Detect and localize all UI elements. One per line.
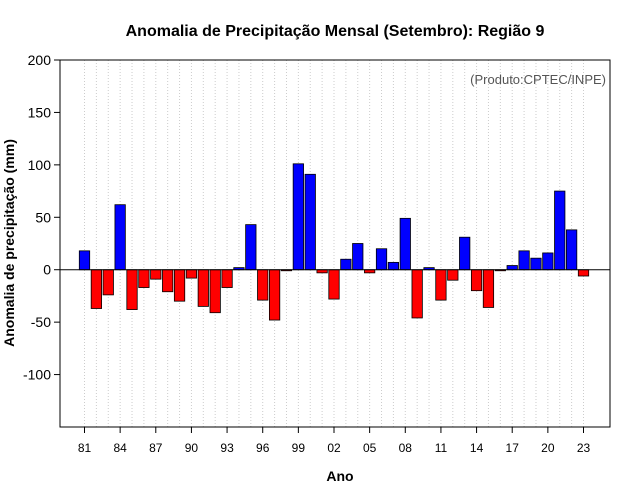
bar-90 [185, 269, 198, 279]
bar-09 [411, 269, 423, 319]
bar-85 [126, 269, 138, 310]
bar-86 [138, 269, 150, 288]
y-tick-label: 150 [28, 104, 52, 120]
bar-11 [435, 269, 447, 301]
y-tick-label: 50 [35, 209, 51, 225]
x-tick-label: 02 [327, 441, 341, 455]
bar-04 [352, 243, 364, 271]
bar-03 [340, 258, 352, 271]
bar-08 [399, 217, 411, 271]
x-tick-label: 93 [220, 441, 234, 455]
bar-layer [78, 163, 590, 321]
bar-22 [566, 229, 578, 271]
bar-95 [245, 224, 257, 271]
bar-92 [209, 269, 221, 314]
bar-19 [530, 257, 542, 271]
grid-layer [84, 60, 584, 427]
bar-93 [221, 269, 233, 288]
bar-17 [506, 265, 518, 271]
bar-20 [542, 252, 554, 271]
x-tick-label: 99 [292, 441, 306, 455]
x-tick-label: 90 [185, 441, 199, 455]
x-tick-label: 14 [470, 441, 484, 455]
bar-21 [554, 190, 566, 271]
bar-06 [375, 248, 388, 271]
bar-81 [78, 250, 91, 271]
y-axis-label: Anomalia de precipitação (mm) [1, 139, 17, 347]
x-tick-label: 96 [256, 441, 270, 455]
bar-91 [197, 269, 209, 307]
bar-14 [470, 269, 483, 292]
x-axis-label: Ano [326, 468, 353, 484]
y-tick-label: 0 [43, 262, 51, 278]
x-tick-label: 87 [149, 441, 163, 455]
bar-83 [102, 269, 114, 296]
y-tick-label: -100 [23, 367, 51, 383]
source-note: (Produto:CPTEC/INPE) [470, 72, 606, 87]
x-tick-label: 05 [363, 441, 377, 455]
x-tick-label: 23 [577, 441, 591, 455]
bar-89 [173, 269, 186, 302]
bar-23 [577, 269, 590, 277]
x-tick-label: 11 [435, 441, 448, 455]
y-tick-label: 200 [28, 52, 52, 68]
x-tick-label: 81 [78, 441, 92, 455]
bar-99 [292, 163, 304, 271]
x-tick-label: 84 [113, 441, 127, 455]
bar-82 [90, 269, 102, 309]
bar-97 [268, 269, 281, 321]
bar-88 [162, 269, 174, 293]
x-axis: 81 84 87 90 93 96 99 02 05 08 11 14 17 20 23 [78, 427, 591, 455]
plot-frame [59, 59, 611, 428]
x-tick-label: 20 [541, 441, 555, 455]
x-tick-label: 17 [506, 441, 520, 455]
bar-84 [114, 204, 126, 271]
bar-18 [518, 250, 530, 271]
bar-12 [447, 269, 459, 281]
y-tick-label: -50 [31, 314, 51, 330]
bar-07 [387, 261, 400, 271]
chart-title: Anomalia de Precipitação Mensal (Setembr… [126, 23, 545, 40]
bar-00 [304, 173, 316, 271]
bar-02 [328, 269, 340, 300]
y-axis: 200 150 100 50 0 -50 -100 [23, 52, 60, 383]
bar-96 [257, 269, 269, 301]
bar-87 [150, 269, 162, 280]
x-tick-label: 08 [399, 441, 413, 455]
bar-13 [459, 236, 471, 271]
y-tick-label: 100 [28, 157, 52, 173]
bar-15 [482, 269, 495, 308]
